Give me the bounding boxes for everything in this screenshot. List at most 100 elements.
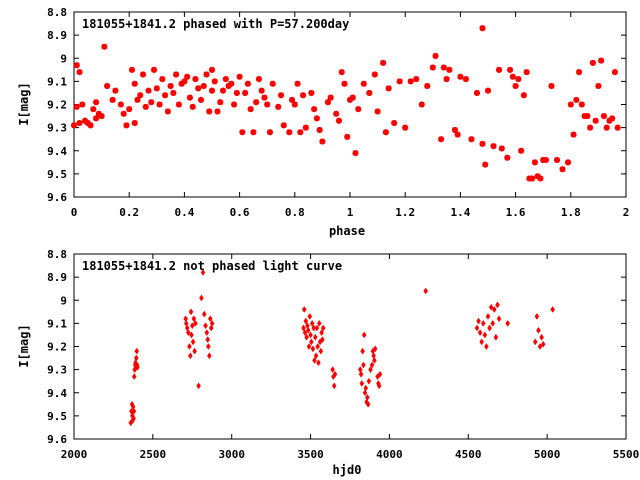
data-point — [220, 87, 227, 94]
data-point — [380, 59, 387, 66]
data-point — [418, 101, 425, 108]
data-point — [186, 329, 191, 337]
data-point — [199, 294, 204, 302]
data-point — [480, 319, 486, 327]
phased-y-tick-label: 9.1 — [47, 75, 67, 88]
data-point — [313, 333, 318, 341]
data-point — [592, 117, 599, 124]
data-point — [504, 154, 511, 161]
data-point — [313, 352, 319, 360]
data-point — [495, 301, 500, 309]
data-point — [598, 57, 605, 64]
data-point — [192, 347, 197, 355]
data-point — [600, 113, 607, 120]
data-point — [385, 85, 392, 92]
data-point — [316, 126, 323, 133]
data-point — [93, 99, 100, 106]
phased-x-tick-label: 0.4 — [174, 206, 194, 219]
unphased-y-tick-label: 9.6 — [47, 433, 67, 446]
data-point — [537, 343, 543, 350]
data-point — [159, 76, 166, 83]
data-point — [548, 83, 555, 89]
data-point — [261, 94, 268, 101]
data-point — [126, 106, 133, 113]
data-point — [344, 133, 351, 140]
data-point — [90, 106, 97, 113]
phased-y-tick-label: 9.4 — [47, 145, 67, 158]
data-point — [76, 69, 83, 76]
data-point — [542, 157, 549, 163]
data-point — [95, 110, 102, 117]
data-point — [253, 99, 260, 106]
phased-y-tick-label: 9.3 — [47, 122, 67, 135]
data-point — [264, 101, 271, 108]
data-point — [371, 71, 378, 78]
phased-y-tick-label: 9.6 — [47, 191, 67, 204]
unphased-y-tick-label: 9.2 — [47, 341, 67, 354]
data-point — [533, 338, 538, 346]
data-point — [209, 87, 215, 94]
data-point — [492, 306, 497, 313]
data-point — [490, 319, 496, 327]
data-point — [135, 363, 140, 371]
data-point — [82, 117, 89, 124]
phased-x-tick-label: 0.6 — [230, 206, 250, 219]
data-point — [73, 103, 80, 110]
data-point — [570, 131, 577, 138]
data-point — [255, 76, 262, 83]
data-point — [589, 59, 596, 66]
data-point — [341, 80, 348, 87]
data-point — [462, 76, 469, 83]
data-point — [209, 66, 215, 73]
data-point — [71, 122, 77, 129]
data-point — [186, 94, 193, 101]
unphased-y-tick-label: 9.5 — [47, 410, 67, 423]
data-point — [487, 324, 492, 332]
data-point — [140, 71, 146, 78]
data-point — [301, 324, 306, 332]
data-point — [275, 103, 282, 110]
data-point — [294, 80, 301, 87]
data-point — [438, 136, 445, 143]
phased-x-tick-label: 2 — [623, 206, 630, 219]
data-point — [477, 329, 483, 337]
data-point — [505, 319, 511, 327]
data-point — [236, 73, 243, 80]
data-point — [355, 106, 362, 113]
data-point — [490, 143, 497, 150]
data-point — [204, 329, 210, 337]
data-point — [498, 145, 505, 152]
data-point — [170, 89, 177, 96]
data-point — [537, 175, 544, 182]
data-point — [507, 66, 514, 73]
data-point — [131, 414, 136, 422]
data-point — [423, 287, 429, 295]
data-point — [222, 76, 229, 83]
data-point — [310, 345, 316, 353]
data-point — [518, 147, 525, 154]
data-point — [512, 83, 519, 89]
phased-x-tick-label: 1.2 — [395, 206, 415, 219]
data-point — [162, 92, 169, 99]
data-point — [330, 366, 335, 374]
data-point — [479, 140, 486, 147]
data-point — [148, 99, 155, 106]
data-point — [365, 393, 370, 401]
data-point — [93, 115, 100, 122]
data-point — [362, 389, 368, 397]
data-point — [173, 71, 180, 78]
data-point — [211, 78, 218, 85]
data-point — [206, 108, 213, 115]
data-point — [382, 129, 389, 136]
data-point — [104, 83, 111, 89]
data-point — [520, 92, 527, 99]
data-point — [606, 117, 613, 124]
data-point — [291, 101, 298, 108]
data-point — [137, 92, 144, 99]
data-point — [79, 101, 86, 108]
data-point — [318, 347, 324, 355]
data-point — [319, 138, 326, 145]
phased-y-tick-label: 9.2 — [47, 99, 67, 112]
data-point — [181, 78, 188, 85]
data-point — [485, 87, 491, 94]
